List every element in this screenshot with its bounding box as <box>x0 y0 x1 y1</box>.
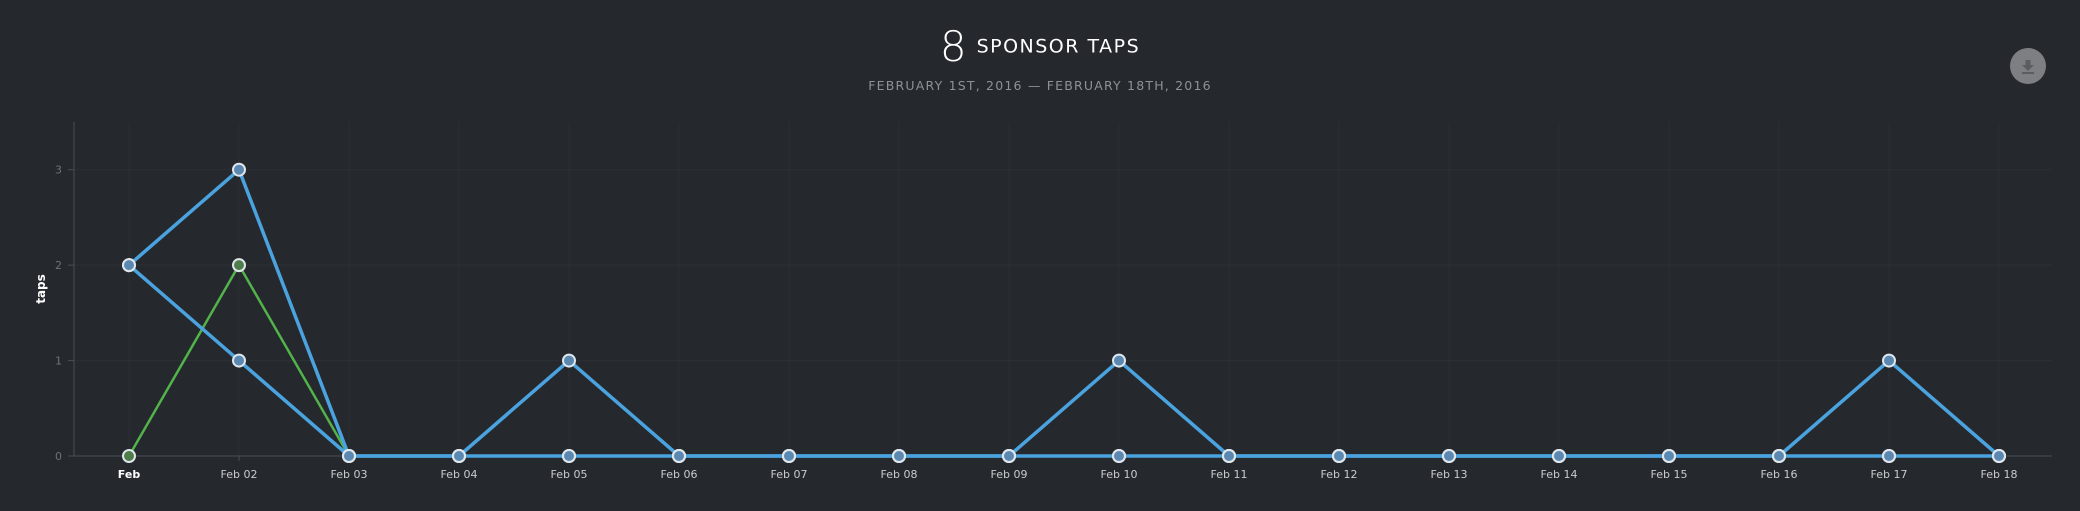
x-tick-label: Feb 10 <box>1101 468 1138 481</box>
x-tick-label: Feb 09 <box>991 468 1028 481</box>
x-tick-label: Feb 06 <box>661 468 698 481</box>
y-tick-label: 1 <box>55 355 62 368</box>
data-point <box>1552 449 1566 463</box>
data-point <box>1662 449 1676 463</box>
y-tick-label: 2 <box>55 259 62 272</box>
data-point <box>122 258 136 273</box>
tap-count: 8 <box>939 21 967 71</box>
data-point <box>1332 449 1346 463</box>
data-point <box>1112 449 1126 463</box>
x-tick-label: Feb 14 <box>1541 468 1578 481</box>
chart-header: 8 SPONSOR TAPS FEBRUARY 1ST, 2016 — FEBRU… <box>0 20 2080 94</box>
data-point <box>342 449 356 463</box>
data-point <box>1772 449 1786 463</box>
data-point <box>562 353 576 368</box>
x-tick-label: Feb 02 <box>221 468 258 481</box>
data-point <box>122 449 136 463</box>
x-tick-label: Feb 15 <box>1651 468 1688 481</box>
y-tick-label: 0 <box>55 450 62 463</box>
chart-title: SPONSOR TAPS <box>976 35 1141 58</box>
x-tick-label: Feb 11 <box>1211 468 1248 481</box>
data-point <box>452 449 466 463</box>
data-point <box>892 449 906 463</box>
data-point <box>782 449 796 463</box>
data-point <box>562 449 576 463</box>
x-tick-label: Feb 17 <box>1871 468 1908 481</box>
data-point <box>672 449 686 463</box>
data-point <box>1882 353 1896 368</box>
data-point <box>1992 449 2006 463</box>
x-tick-label: Feb 08 <box>881 468 918 481</box>
x-tick-label: Feb 18 <box>1981 468 2018 481</box>
data-point <box>1222 449 1236 463</box>
date-range: FEBRUARY 1ST, 2016 — FEBRUARY 18TH, 2016 <box>868 78 1212 93</box>
x-tick-label: Feb 04 <box>441 468 478 481</box>
title-row: 8 SPONSOR TAPS <box>0 20 2080 72</box>
x-tick-label: Feb <box>118 468 141 481</box>
download-icon <box>2022 60 2034 74</box>
y-tick-label: 3 <box>55 164 62 177</box>
series-line <box>127 167 2001 458</box>
data-point <box>232 353 246 368</box>
data-point <box>232 258 246 273</box>
x-tick-label: Feb 05 <box>551 468 588 481</box>
data-point <box>1002 449 1016 463</box>
data-point <box>1112 353 1126 368</box>
data-point <box>232 162 246 177</box>
x-tick-label: Feb 16 <box>1761 468 1798 481</box>
data-point <box>1882 449 1896 463</box>
data-point <box>1442 449 1456 463</box>
x-tick-label: Feb 12 <box>1321 468 1358 481</box>
y-axis-label: taps <box>34 274 48 304</box>
x-tick-label: Feb 13 <box>1431 468 1468 481</box>
x-tick-label: Feb 03 <box>331 468 368 481</box>
download-button[interactable] <box>2010 48 2046 84</box>
x-tick-label: Feb 07 <box>771 468 808 481</box>
